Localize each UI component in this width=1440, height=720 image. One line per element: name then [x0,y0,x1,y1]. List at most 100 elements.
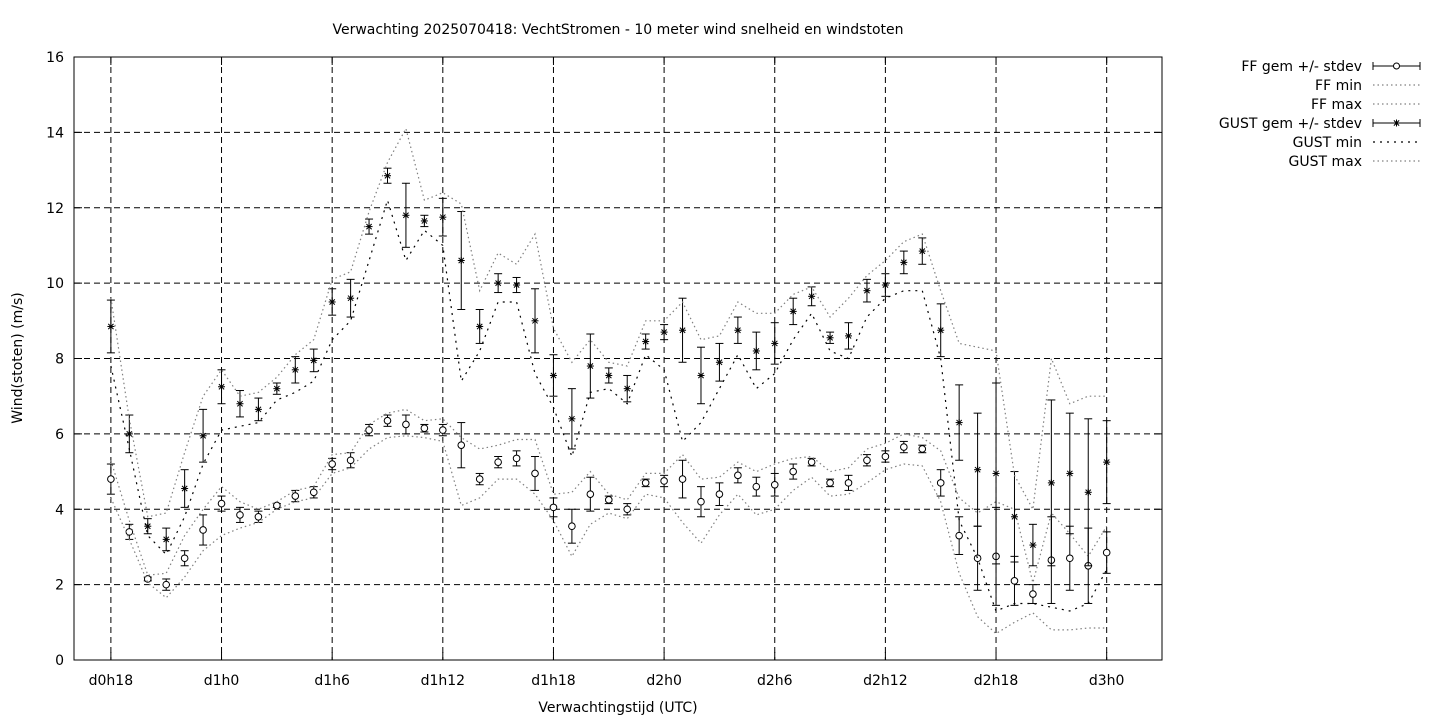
data-point [715,358,723,366]
legend-label: GUST max [1289,154,1363,170]
data-point [1084,488,1092,496]
data-point [181,485,189,493]
series-line [110,126,1107,518]
data-point [162,580,171,589]
data-point [513,281,521,289]
data-point [715,490,724,498]
data-point [863,456,871,465]
data-point [1102,548,1111,557]
y-tick-label: 6 [55,427,64,443]
y-tick-label: 4 [55,502,64,518]
data-point [918,445,927,453]
data-point [678,475,687,483]
data-point [439,426,447,434]
data-point [512,454,521,463]
data-point [309,488,318,497]
data-point [1065,554,1074,563]
x-tick-label: d0h18 [89,673,133,689]
data-point [328,460,336,468]
data-point [162,535,170,543]
data-point [328,298,336,306]
legend-marker [1393,119,1400,127]
y-axis-ticks: 0 2 4 6 8 10 12 14 16 [46,50,1162,669]
data-point [531,317,539,325]
x-tick-label: d3h0 [1089,673,1125,689]
x-tick-label: d1h18 [531,673,575,689]
data-point [937,326,945,334]
data-point [494,279,502,287]
data-point [992,469,1000,477]
data-point [476,322,484,330]
legend-marker [1393,62,1400,70]
data-point [789,467,797,476]
data-point [752,347,760,355]
data-point [199,432,207,440]
y-tick-label: 8 [55,352,64,368]
legend-label: FF min [1315,78,1362,94]
y-tick-label: 10 [46,276,64,292]
data-point [125,528,134,536]
data-point [291,366,299,374]
y-tick-label: 0 [55,653,64,669]
plot-frame [73,56,1163,661]
data-point [826,479,834,487]
x-axis-ticks: d0h18 d1h0 d1h6 d1h12 d1h18 d2h0 d2h6 d2h12 d2h1… [89,57,1125,689]
data-point [974,466,982,474]
series-0 [106,414,1111,606]
data-point [605,371,613,379]
data-point [900,258,908,266]
data-point [881,452,890,461]
legend-label: GUST gem +/- stdev [1219,116,1362,132]
data-point [568,522,576,531]
data-point [273,501,281,510]
data-point [549,503,558,512]
data-point [531,469,539,478]
data-point [107,322,115,330]
data-point [1029,541,1037,549]
data-point [273,385,281,393]
series-5 [110,126,1107,518]
data-point [863,287,871,295]
legend: FF gem +/- stdev FF min FF max GUST gem +/-… [1219,59,1421,170]
series-line [110,408,1108,583]
series-3 [106,167,1111,567]
data-point [457,441,466,449]
y-tick-label: 2 [55,578,64,594]
data-point [494,458,502,466]
grid [74,57,1162,660]
data-point [568,415,576,423]
plot-series [106,126,1111,635]
data-point [826,334,834,342]
legend-label: FF gem +/- stdev [1241,59,1362,75]
data-point [697,497,705,506]
data-point [623,505,632,514]
data-point [845,332,853,340]
data-point [770,480,779,489]
legend-label: GUST min [1293,135,1362,151]
data-point [310,356,318,364]
data-point [1066,469,1074,477]
data-point [475,475,484,483]
data-point [180,554,189,563]
data-point [679,326,687,334]
data-point [641,479,650,487]
x-tick-label: d2h12 [863,673,907,689]
data-point [383,172,391,180]
data-point [900,443,908,451]
data-point [1010,577,1019,585]
data-point [808,292,816,300]
data-point [420,424,429,433]
data-point [955,419,963,427]
data-point [402,420,410,429]
data-point [752,482,761,491]
x-tick-label: d2h18 [974,673,1018,689]
data-point [918,247,926,255]
data-point [660,477,668,485]
x-axis-label: Verwachtingstijd (UTC) [538,700,697,716]
y-tick-label: 12 [46,201,64,217]
data-point [844,479,853,487]
chart-title: Verwachting 2025070418: VechtStromen - 1… [332,22,903,38]
data-point [586,362,594,370]
legend-label: FF max [1311,97,1362,113]
